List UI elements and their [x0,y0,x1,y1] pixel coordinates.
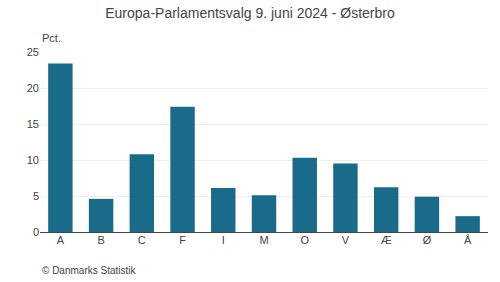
svg-text:I: I [222,234,225,246]
svg-text:Ø: Ø [423,234,432,246]
svg-text:5: 5 [33,190,39,202]
svg-text:Å: Å [464,234,472,246]
svg-text:V: V [342,234,350,246]
svg-text:A: A [57,234,65,246]
svg-text:Æ: Æ [381,234,392,246]
svg-text:C: C [138,234,146,246]
svg-text:© Danmarks Statistik: © Danmarks Statistik [42,265,137,276]
svg-text:Europa-Parlamentsvalg 9. juni: Europa-Parlamentsvalg 9. juni 2024 - Øst… [105,5,395,21]
svg-text:20: 20 [27,82,39,94]
svg-text:M: M [259,234,268,246]
svg-text:B: B [97,234,104,246]
svg-text:0: 0 [33,226,39,238]
svg-text:10: 10 [27,154,39,166]
svg-text:25: 25 [27,46,39,58]
svg-text:Pct.: Pct. [42,32,61,44]
svg-text:F: F [179,234,186,246]
svg-text:15: 15 [27,118,39,130]
svg-text:O: O [300,234,309,246]
